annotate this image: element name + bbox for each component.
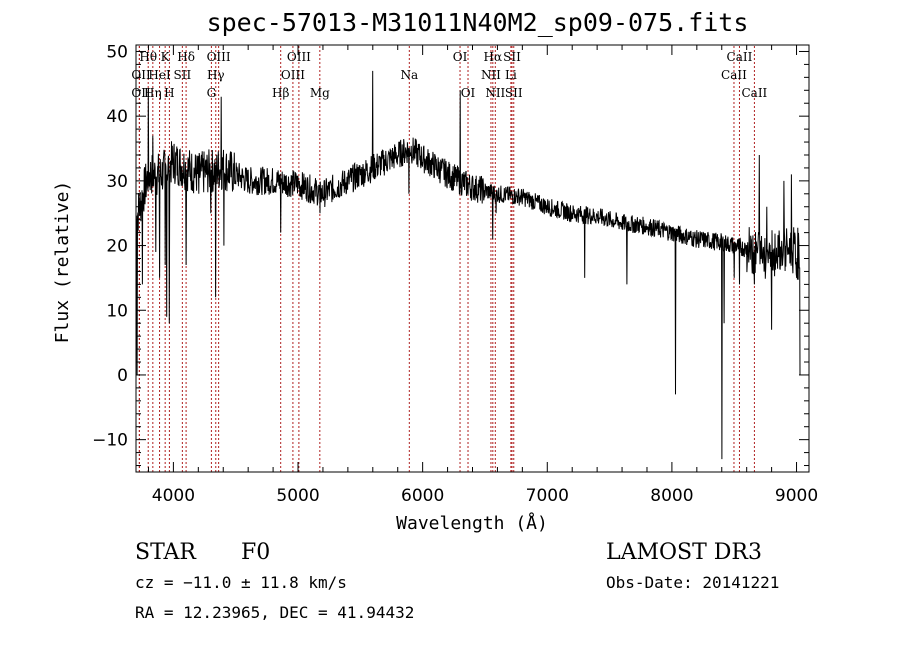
line-label: Hδ <box>177 50 195 64</box>
line-label: CaII <box>727 50 753 64</box>
y-tick-label: 10 <box>106 301 128 321</box>
coordinates: RA = 12.23965, DEC = 41.94432 <box>135 603 415 622</box>
x-tick-label: 6000 <box>401 486 444 506</box>
line-labels: OIIOIIHθHηHeIKHSIIHδGOIIIHγHβOIIIOIIIMgN… <box>131 50 767 100</box>
line-label: Hθ <box>139 50 157 64</box>
line-label: OIII <box>287 50 311 64</box>
chart-title: spec-57013-M31011N40M2_sp09-075.fits <box>206 8 749 37</box>
spectrum-series-line <box>135 70 801 460</box>
line-label: OI <box>453 50 468 64</box>
line-label: Li <box>505 68 517 82</box>
line-label: G <box>207 86 217 100</box>
x-tick-label: 4000 <box>152 486 195 506</box>
survey-name: LAMOST DR3 <box>606 540 762 565</box>
observation-date: Obs-Date: 20141221 <box>606 573 780 592</box>
line-label: Hβ <box>272 86 289 100</box>
object-subclass: F0 <box>241 540 271 565</box>
line-label: OIII <box>207 50 231 64</box>
emission-line-markers <box>138 46 755 472</box>
plot-frame <box>135 44 810 473</box>
x-axis-label: Wavelength (Å) <box>396 512 548 534</box>
line-label: OI <box>461 86 476 100</box>
line-label: Mg <box>310 86 330 100</box>
y-tick-label: 0 <box>117 366 128 386</box>
line-label: OIII <box>281 68 305 82</box>
line-label: SII <box>174 68 192 82</box>
line-label: Hγ <box>207 68 225 82</box>
line-label: Hα <box>484 50 503 64</box>
line-label: H <box>164 86 174 100</box>
line-label: Hη <box>144 86 162 100</box>
line-label: CaII <box>741 86 767 100</box>
x-tick-label: 5000 <box>276 486 319 506</box>
y-tick-label: 50 <box>106 42 128 62</box>
line-label: CaII <box>721 68 747 82</box>
line-label: SII <box>503 50 521 64</box>
line-label: NII <box>485 86 505 100</box>
axis-ticks: 4000 5000 6000 7000 8000 9000 −10 0 10 20 30 40 50 <box>92 42 818 506</box>
line-label: SII <box>505 86 523 100</box>
redshift-cz: cz = −11.0 ± 11.8 km/s <box>135 573 347 592</box>
y-tick-label: −10 <box>92 431 128 451</box>
x-tick-label: 9000 <box>775 486 818 506</box>
x-tick-label: 7000 <box>526 486 569 506</box>
line-label: Na <box>400 68 418 82</box>
y-tick-label: 20 <box>106 237 128 257</box>
object-class: STAR <box>135 540 196 565</box>
y-tick-label: 40 <box>106 107 128 127</box>
x-tick-label: 8000 <box>650 486 693 506</box>
y-tick-label: 30 <box>106 172 128 192</box>
line-label: NII <box>481 68 501 82</box>
y-axis-label: Flux (relative) <box>52 181 73 344</box>
line-label: HeI <box>148 68 171 82</box>
line-label: K <box>161 50 171 64</box>
